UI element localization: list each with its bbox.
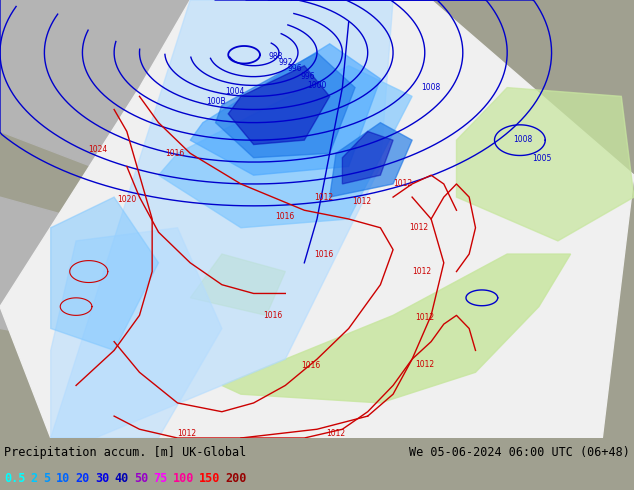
Polygon shape: [190, 254, 285, 316]
Text: 996: 996: [287, 64, 302, 74]
Text: 1005: 1005: [533, 154, 552, 163]
Text: 200: 200: [225, 472, 247, 485]
Text: 996: 996: [300, 72, 315, 81]
Text: 2: 2: [30, 472, 37, 485]
Text: 20: 20: [75, 472, 90, 485]
Text: 1020: 1020: [117, 195, 136, 204]
Text: 10: 10: [56, 472, 70, 485]
Text: 5: 5: [43, 472, 50, 485]
Polygon shape: [216, 52, 355, 158]
Text: 1016: 1016: [301, 361, 320, 370]
Text: 1012: 1012: [393, 179, 412, 189]
Text: 40: 40: [115, 472, 129, 485]
Text: 75: 75: [153, 472, 168, 485]
Polygon shape: [190, 44, 380, 175]
Text: 992: 992: [278, 58, 292, 67]
Text: 1012: 1012: [352, 197, 371, 206]
Text: 1012: 1012: [415, 313, 434, 322]
Text: 1012: 1012: [327, 429, 346, 438]
Polygon shape: [158, 66, 412, 228]
Polygon shape: [51, 0, 393, 438]
Polygon shape: [0, 197, 158, 350]
Text: 1012: 1012: [415, 360, 434, 369]
Text: Precipitation accum. [m] UK-Global: Precipitation accum. [m] UK-Global: [4, 446, 246, 459]
Polygon shape: [51, 228, 222, 438]
Polygon shape: [228, 66, 330, 145]
Text: 1012: 1012: [178, 429, 197, 438]
Text: 1016: 1016: [276, 212, 295, 221]
Text: 1024: 1024: [89, 146, 108, 154]
Polygon shape: [0, 0, 203, 175]
Text: 1004: 1004: [225, 87, 244, 96]
Polygon shape: [342, 131, 393, 184]
Polygon shape: [51, 197, 158, 350]
Text: 1000: 1000: [307, 81, 327, 90]
Text: 1008: 1008: [514, 135, 533, 144]
Text: 1012: 1012: [314, 193, 333, 201]
Text: 30: 30: [95, 472, 109, 485]
Polygon shape: [330, 122, 412, 197]
Text: 100: 100: [173, 472, 195, 485]
Text: 150: 150: [199, 472, 221, 485]
Text: 1016: 1016: [314, 249, 333, 259]
Text: 100B: 100B: [206, 97, 225, 106]
Text: 1008: 1008: [422, 83, 441, 92]
Text: 1016: 1016: [165, 149, 184, 158]
Text: 0.5: 0.5: [4, 472, 25, 485]
Text: We 05-06-2024 06:00 UTC (06+48): We 05-06-2024 06:00 UTC (06+48): [409, 446, 630, 459]
Polygon shape: [222, 254, 571, 403]
Polygon shape: [0, 0, 634, 438]
Text: 50: 50: [134, 472, 148, 485]
Text: 1012: 1012: [409, 223, 428, 232]
Polygon shape: [456, 88, 634, 241]
Text: 1016: 1016: [263, 311, 282, 320]
Text: 1012: 1012: [412, 267, 431, 276]
Text: 988: 988: [269, 51, 283, 61]
